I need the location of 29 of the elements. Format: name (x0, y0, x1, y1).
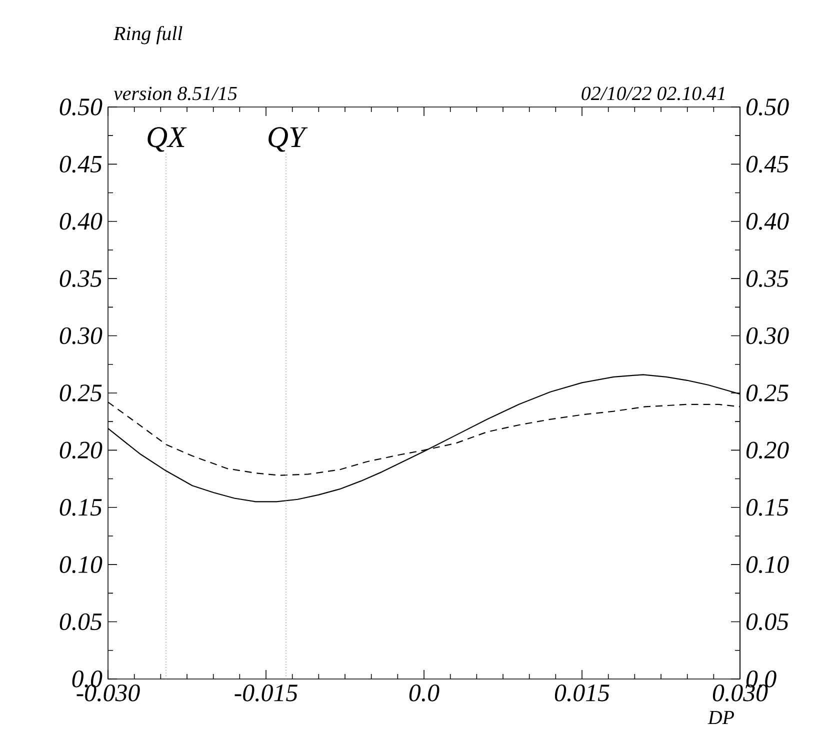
chart-subtitle: version 8.51/15 (114, 86, 237, 100)
y-tick-label: 0.35 (60, 270, 102, 288)
y2-tick-label: 0.50 (746, 98, 789, 116)
chart-title: Ring full (113, 26, 182, 44)
y2-tick-label: 0.40 (746, 212, 789, 230)
y-tick-label: 0.50 (60, 98, 102, 116)
y2-tick-label: 0.25 (746, 384, 788, 402)
ref-line-label: QY (268, 127, 308, 152)
x-axis-title: DP (708, 710, 734, 724)
y-tick-label: 0.45 (60, 156, 102, 173)
y-tick-label: 0.05 (60, 613, 102, 630)
x-tick-label: -0.015 (234, 684, 298, 702)
y-tick-label: 0.10 (60, 556, 102, 574)
y2-tick-label: 0.30 (746, 327, 789, 344)
x-tick-label: 0.015 (554, 684, 610, 702)
y2-tick-label: 0.15 (746, 498, 788, 516)
y2-tick-label: 0.05 (746, 613, 788, 630)
y2-tick-label: 0.10 (746, 556, 789, 574)
ref-line-label: QX (148, 127, 187, 152)
y2-tick-label: 0.45 (746, 156, 788, 173)
y-tick-label: 0.30 (60, 327, 102, 344)
y2-tick-label: 0.20 (746, 442, 789, 459)
y-tick-label: 0.40 (60, 212, 102, 230)
y-tick-label: 0.15 (60, 498, 102, 516)
y-tick-label: 0.25 (60, 384, 102, 402)
x-tick-label: 0.0 (409, 684, 440, 702)
text: 02/10/22 02.10.41 (582, 86, 724, 100)
y-tick-label: 0.20 (60, 442, 102, 459)
y2-tick-label: 0.35 (746, 270, 788, 288)
